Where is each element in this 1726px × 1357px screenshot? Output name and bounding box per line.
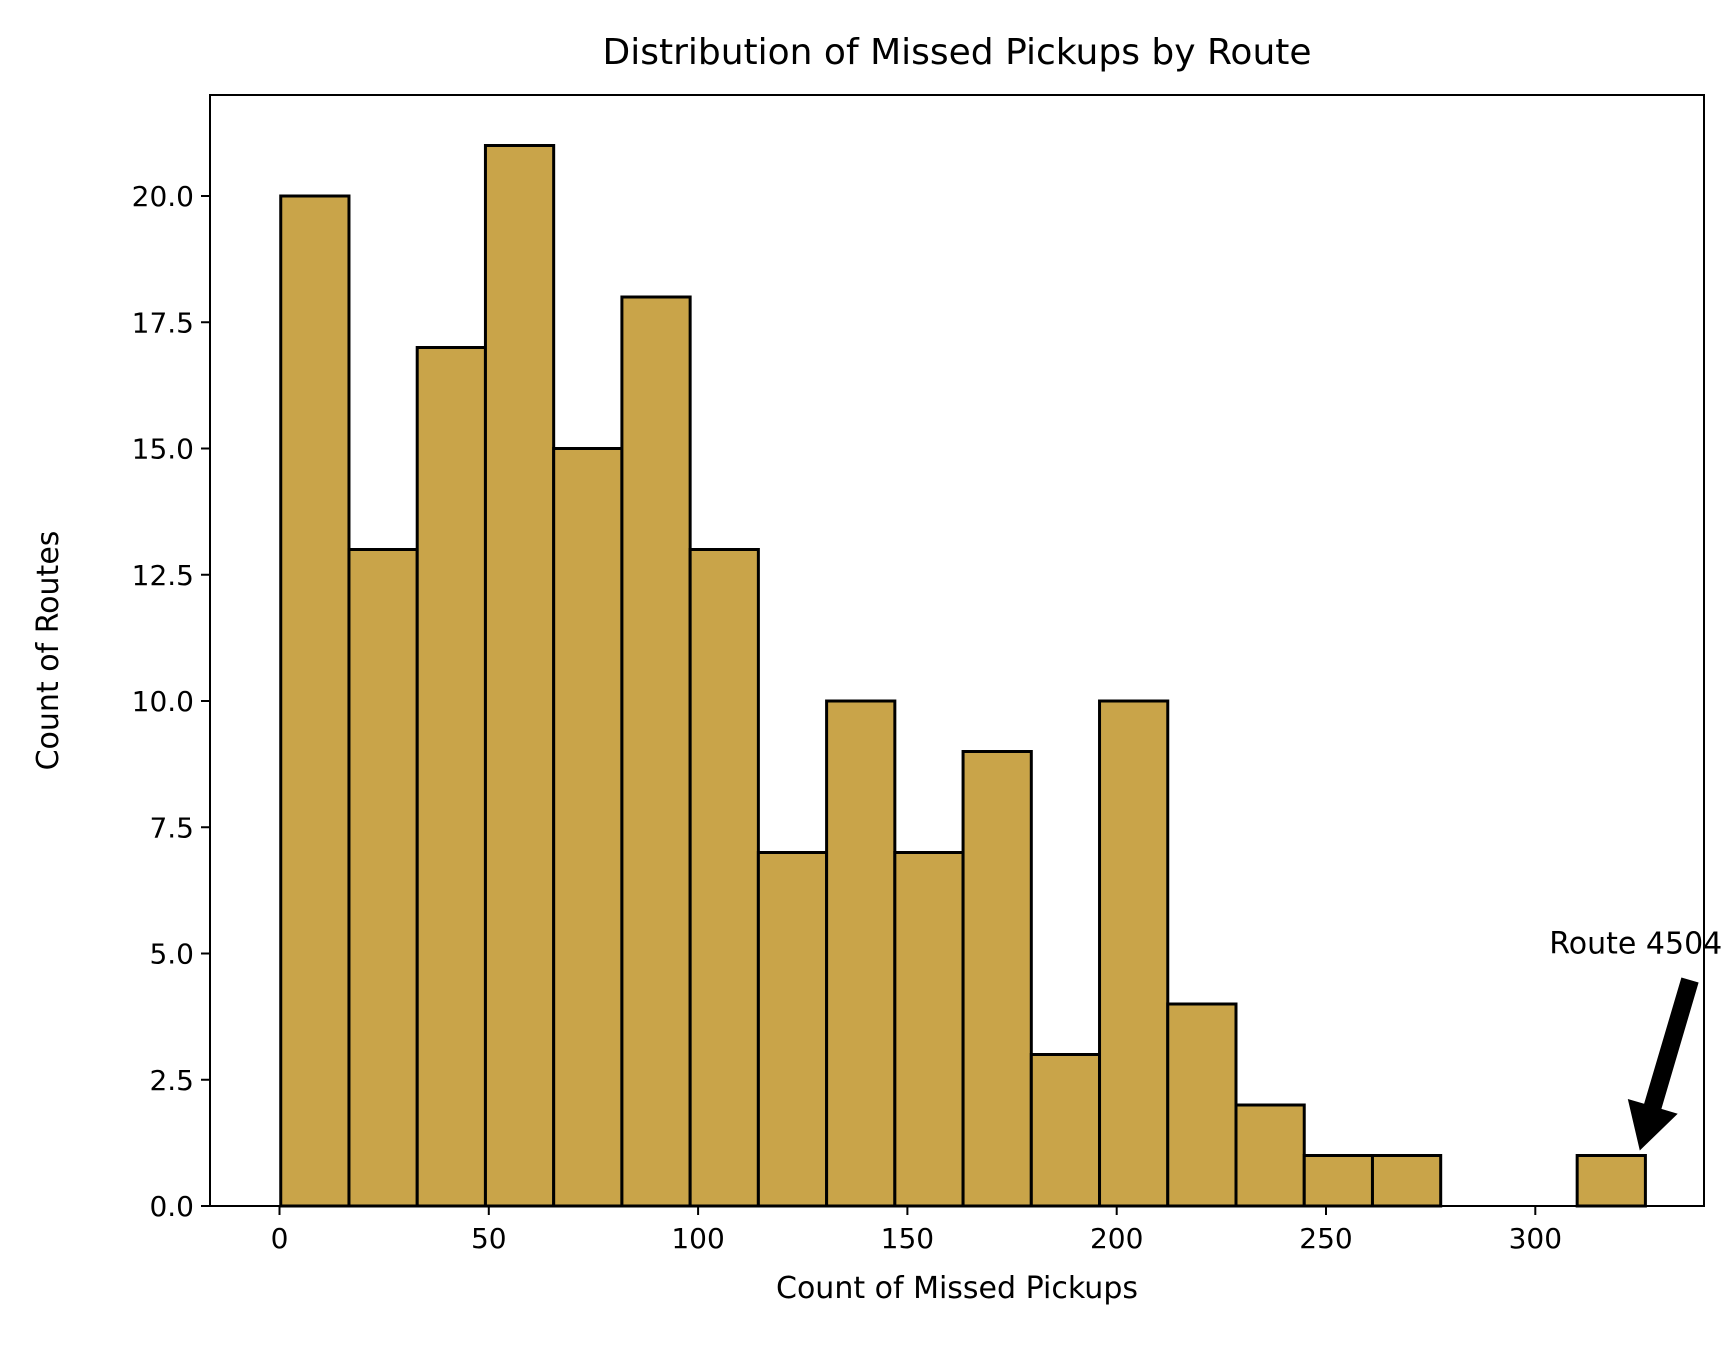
histogram-bar (620, 295, 692, 1208)
histogram-bar (1302, 1154, 1374, 1208)
histogram-bar (1166, 1002, 1238, 1208)
y-tick-label: 5.0 (149, 938, 194, 971)
histogram-bar (825, 699, 897, 1208)
annotation-arrow (1627, 977, 1699, 1151)
y-tick-label: 2.5 (149, 1064, 194, 1097)
x-tick-label: 250 (1299, 1222, 1352, 1255)
x-axis-ticks: 0 50 100 150 200 250 300 (271, 1206, 1562, 1255)
y-tick-label: 20.0 (132, 180, 194, 213)
x-tick-label: 100 (671, 1222, 724, 1255)
histogram-bar (1234, 1103, 1306, 1208)
annotation-text: Route 4504 (1549, 927, 1722, 962)
plot-frame (209, 94, 1705, 1207)
y-tick-label: 12.5 (132, 559, 194, 592)
histogram-bar (552, 447, 624, 1208)
y-axis-ticks: 0.0 2.5 5.0 7.5 10.0 12.5 15.0 17.5 20.0 (132, 180, 210, 1223)
annotation-group: Route 4504 (1549, 927, 1722, 1151)
y-axis-label: Count of Routes (31, 531, 66, 771)
histogram-bar (893, 851, 965, 1208)
y-tick-label: 15.0 (132, 433, 194, 466)
y-tick-label: 0.0 (149, 1190, 194, 1223)
histogram-bar (756, 851, 829, 1208)
y-tick-label: 10.0 (132, 685, 194, 718)
x-axis-label: Count of Missed Pickups (776, 1271, 1138, 1306)
chart-title: Distribution of Missed Pickups by Route (602, 32, 1311, 73)
histogram-bar (483, 144, 556, 1208)
y-tick-label: 7.5 (149, 811, 194, 844)
bars-group (279, 144, 1647, 1208)
x-tick-label: 150 (881, 1222, 934, 1255)
histogram-bar (1370, 1154, 1443, 1208)
histogram-bar (961, 750, 1033, 1208)
x-tick-label: 300 (1509, 1222, 1562, 1255)
histogram-bar (415, 346, 487, 1208)
x-tick-label: 200 (1090, 1222, 1143, 1255)
histogram-bar (279, 194, 351, 1208)
histogram-bar (347, 548, 419, 1208)
x-tick-label: 0 (271, 1222, 289, 1255)
histogram-bar (1575, 1154, 1647, 1208)
histogram-bar (1029, 1053, 1102, 1208)
histogram-bar (688, 548, 760, 1208)
y-tick-label: 17.5 (132, 306, 194, 339)
x-tick-label: 50 (471, 1222, 507, 1255)
histogram-bar (1098, 699, 1170, 1208)
